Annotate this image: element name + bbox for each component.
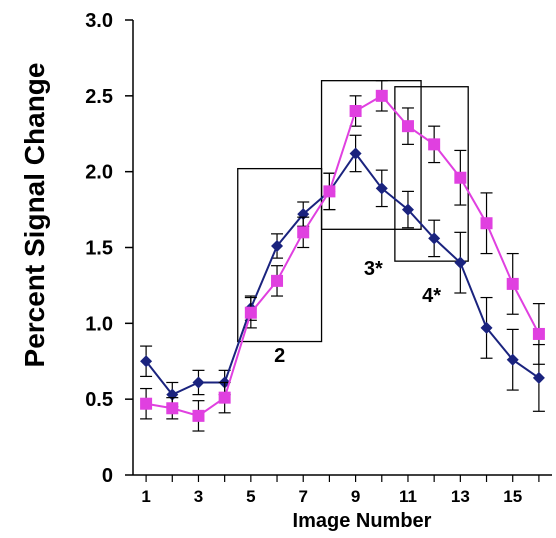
annotation-box (237, 167, 323, 343)
annotation-box (320, 80, 422, 230)
data-point (428, 138, 441, 151)
y-tick-label: 2.5 (85, 86, 113, 108)
x-tick-label: 15 (503, 487, 522, 506)
x-tick-label: 3 (194, 487, 203, 506)
y-tick-label: 2.0 (85, 162, 113, 184)
data-point (480, 321, 493, 334)
data-point (140, 397, 153, 410)
data-point (480, 217, 493, 230)
data-point (532, 371, 545, 384)
data-point (166, 402, 179, 415)
axes (125, 19, 552, 482)
data-point (192, 409, 205, 422)
annotation-boxes: 2 3* 4* (237, 80, 469, 367)
y-axis-title: Percent Signal Change (19, 63, 50, 368)
annotation-label: 3* (364, 258, 383, 280)
y-tick-label: 1.5 (85, 238, 113, 260)
data-point (271, 239, 284, 252)
y-tick-label: 3.0 (85, 10, 113, 32)
data-point (140, 355, 153, 368)
data-point (454, 256, 467, 269)
x-tick-label: 13 (451, 487, 470, 506)
data-point (323, 185, 336, 198)
x-tick-label: 9 (351, 487, 360, 506)
data-point (349, 147, 362, 160)
data-point (192, 376, 205, 389)
data-point (428, 232, 441, 245)
data-point (506, 353, 519, 366)
x-tick-label: 1 (141, 487, 150, 506)
series-2 (140, 80, 545, 432)
y-tick-label: 0.5 (85, 389, 113, 411)
data-point (375, 182, 388, 195)
x-tick-label: 5 (246, 487, 255, 506)
series-layer (140, 80, 545, 432)
data-point (271, 274, 284, 287)
data-point (506, 277, 519, 290)
series-1 (140, 134, 545, 412)
data-point (454, 171, 467, 184)
data-point (401, 120, 414, 133)
series-line (145, 151, 540, 396)
x-tick-label: 11 (399, 487, 417, 506)
data-point (297, 226, 310, 239)
annotation-label: 2 (274, 345, 285, 367)
y-tick-label: 1.0 (85, 313, 113, 335)
y-tick-label: 0 (102, 465, 113, 487)
data-point (401, 203, 414, 216)
annotation-label: 4* (422, 285, 441, 307)
data-point (532, 327, 545, 340)
x-axis-title: Image Number (293, 510, 432, 532)
annotation-box (394, 86, 469, 262)
series-line (145, 94, 540, 417)
data-point (349, 105, 362, 117)
data-point (218, 391, 231, 404)
data-point (375, 89, 388, 102)
data-point (244, 306, 257, 319)
x-tick-label: 7 (298, 487, 307, 506)
